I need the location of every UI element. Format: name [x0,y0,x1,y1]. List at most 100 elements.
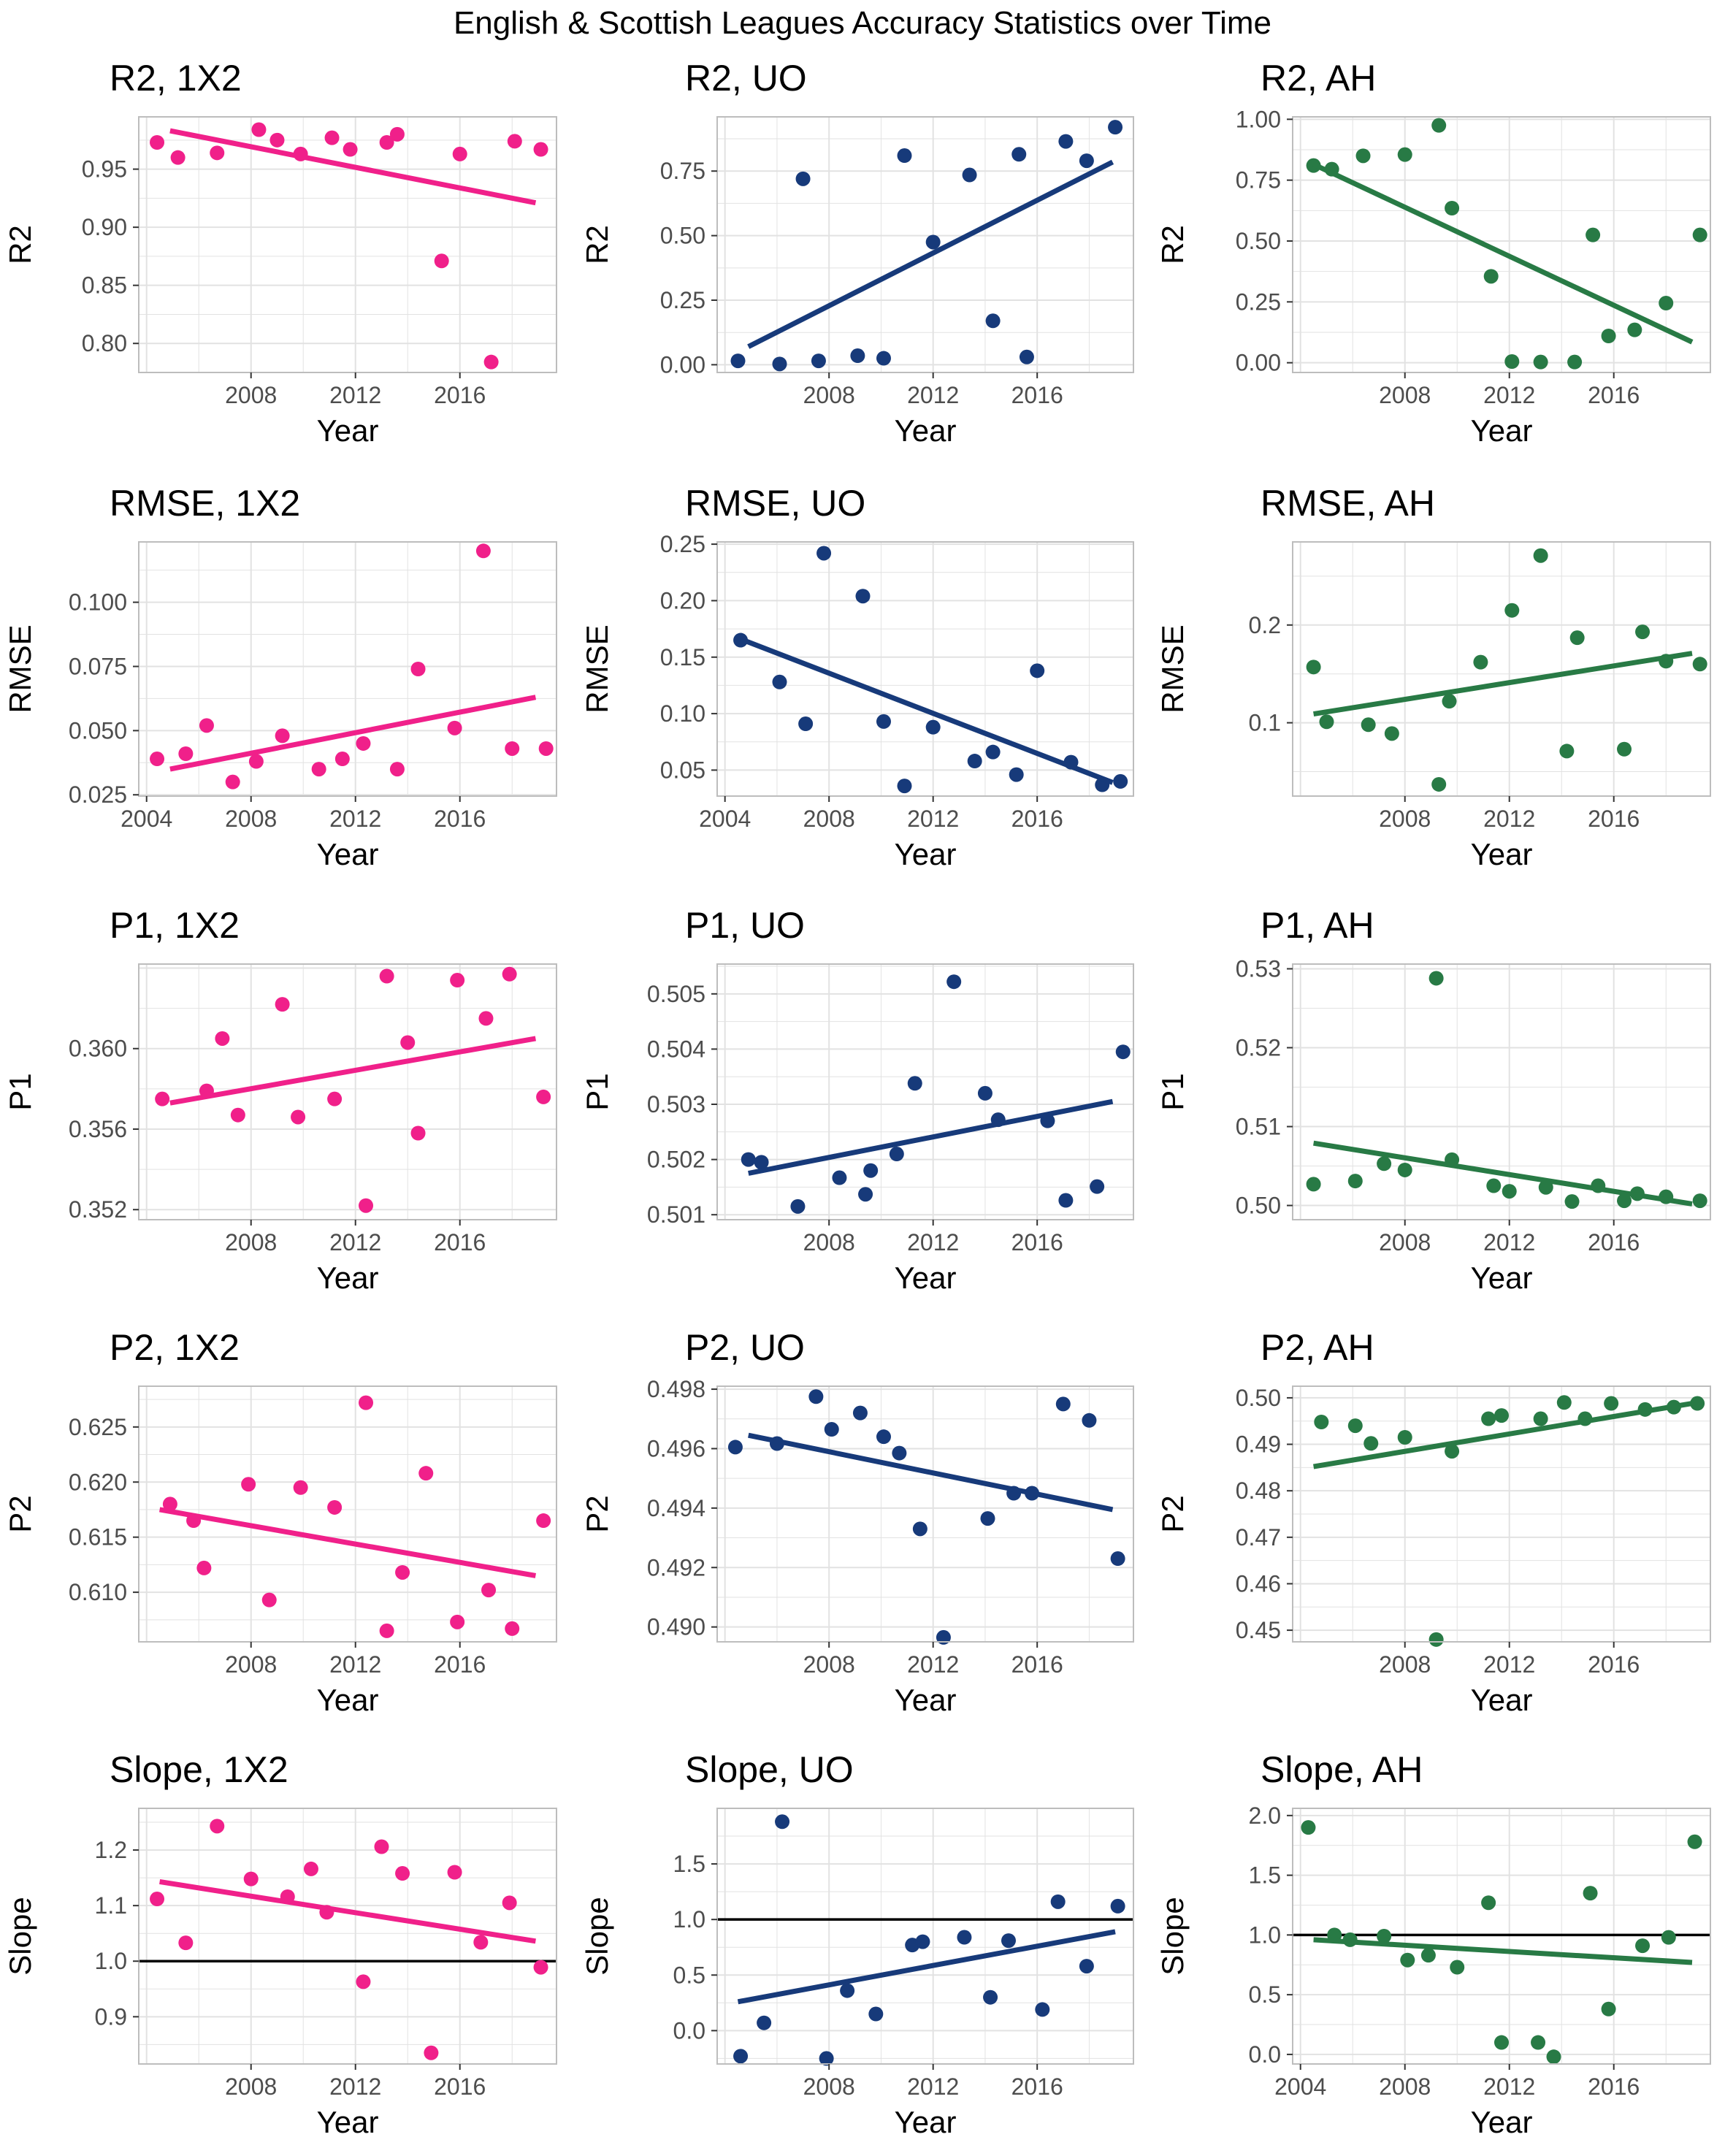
x-tick-label: 2008 [803,1651,855,1678]
trend-line [1313,1937,1693,1965]
x-axis-label: Year [895,1261,957,1295]
y-axis-label: R2 [3,225,37,264]
data-point [1115,1044,1131,1060]
panel-13: Slope, UO 2008 2012 2016 0.0 0.5 1.0 1.5 Year Slo… [580,1749,1134,2139]
data-point [876,351,891,366]
data-point [379,1623,394,1638]
y-tick-label: 1.5 [673,1851,705,1877]
data-point [533,142,548,157]
y-tick-label: 0.52 [1236,1035,1281,1061]
x-tick-label: 2016 [434,2073,486,2100]
data-point [1564,1194,1580,1209]
data-point [1377,1156,1392,1171]
x-tick-label: 2016 [1011,1229,1063,1255]
data-point [1483,269,1499,284]
data-point [1019,349,1034,364]
x-tick-label: 2016 [434,806,486,832]
y-tick-label: 0.75 [660,158,705,184]
data-point [1486,1178,1502,1193]
data-point [850,348,865,364]
panel-5: RMSE, AH 2008 2012 2016 0.1 0.2 Year RMSE [1155,483,1711,871]
x-tick-label: 2008 [225,382,277,408]
y-tick-label: 0.00 [660,351,705,378]
data-point [1601,2001,1616,2017]
data-point [424,2045,439,2060]
y-tick-label: 0.504 [647,1036,705,1062]
y-tick-label: 2.0 [1249,1803,1281,1829]
panel-0: R2, 1X2 2008 2012 2016 0.80 0.85 0.90 0.95 Year R… [3,58,557,448]
y-tick-label: 0.50 [1236,1193,1281,1219]
data-point [473,1935,489,1950]
x-tick-label: 2012 [1483,382,1535,408]
y-axis-label: RMSE [1155,624,1190,713]
data-point [379,968,394,984]
x-tick-label: 2008 [225,2073,277,2100]
data-point [389,762,405,777]
data-point [863,1163,879,1178]
data-point [925,234,941,250]
x-tick-label: 2016 [434,1229,486,1255]
panel-9: P2, 1X2 2008 2012 2016 0.610 0.615 0.620 0.625 Y… [3,1327,557,1717]
data-point [897,148,912,164]
plot-border [1292,541,1711,797]
trend-line [747,159,1114,349]
y-axis-label: Slope [580,1897,614,1975]
y-tick-label: 0.45 [1236,1617,1281,1643]
data-point [855,589,871,604]
data-point [1692,657,1707,672]
data-point [967,754,982,769]
data-point [754,1155,769,1170]
x-tick-label: 2008 [1379,1651,1431,1678]
data-point [275,728,290,743]
panel-14: Slope, AH 2004 2008 2012 2016 0.0 0.5 1.0 1.5 2.0… [1155,1749,1711,2139]
data-point [1538,1180,1553,1195]
x-tick-label: 2008 [1379,806,1431,832]
y-tick-label: 0.0 [1249,2041,1281,2068]
data-point [1556,1395,1572,1410]
data-point [1110,1898,1125,1914]
data-point [915,1934,930,1949]
data-point [1442,694,1457,709]
plot-border [1292,116,1711,373]
x-tick-label: 2012 [329,806,381,832]
x-tick-label: 2012 [329,1651,381,1678]
data-point [1009,767,1024,782]
data-point [1635,1938,1651,1954]
data-point [196,1560,212,1575]
data-point [215,1031,230,1046]
panel-7: P1, UO 2008 2012 2016 0.501 0.502 0.503 0.504 0.… [580,905,1134,1295]
data-point [892,1445,907,1461]
y-axis-label: Slope [1155,1897,1190,1975]
data-point [1687,1834,1702,1849]
data-point [772,674,787,689]
panel-title: RMSE, 1X2 [110,483,300,524]
x-tick-label: 2016 [1011,806,1063,832]
data-point [1692,227,1707,242]
y-tick-label: 0.1 [1249,710,1281,736]
trend-line [159,1878,536,1944]
x-tick-label: 2012 [1483,1229,1535,1255]
panel-title: P1, UO [685,905,805,946]
x-tick-label: 2012 [329,2073,381,2100]
plot-border [716,1385,1134,1643]
y-tick-label: 0.51 [1236,1114,1281,1140]
data-point [1533,548,1548,563]
y-axis-label: P1 [3,1073,37,1110]
y-tick-label: 0.20 [660,587,705,613]
x-tick-label: 2012 [329,382,381,408]
data-point [538,741,554,756]
panel-3: RMSE, 1X2 2004 2008 2012 2016 0.025 0.050 0.075… [3,483,557,871]
data-point [1531,2035,1546,2050]
data-point [248,754,264,769]
y-tick-label: 0.49 [1236,1431,1281,1458]
y-tick-label: 0.505 [647,981,705,1007]
data-point [478,1011,494,1026]
data-point [889,1147,904,1162]
y-tick-label: 0.2 [1249,612,1281,638]
data-point [311,762,326,777]
trend-line [169,1036,537,1106]
y-tick-label: 0.80 [82,330,127,356]
data-point [1110,1551,1125,1567]
y-axis-label: R2 [1155,225,1190,264]
